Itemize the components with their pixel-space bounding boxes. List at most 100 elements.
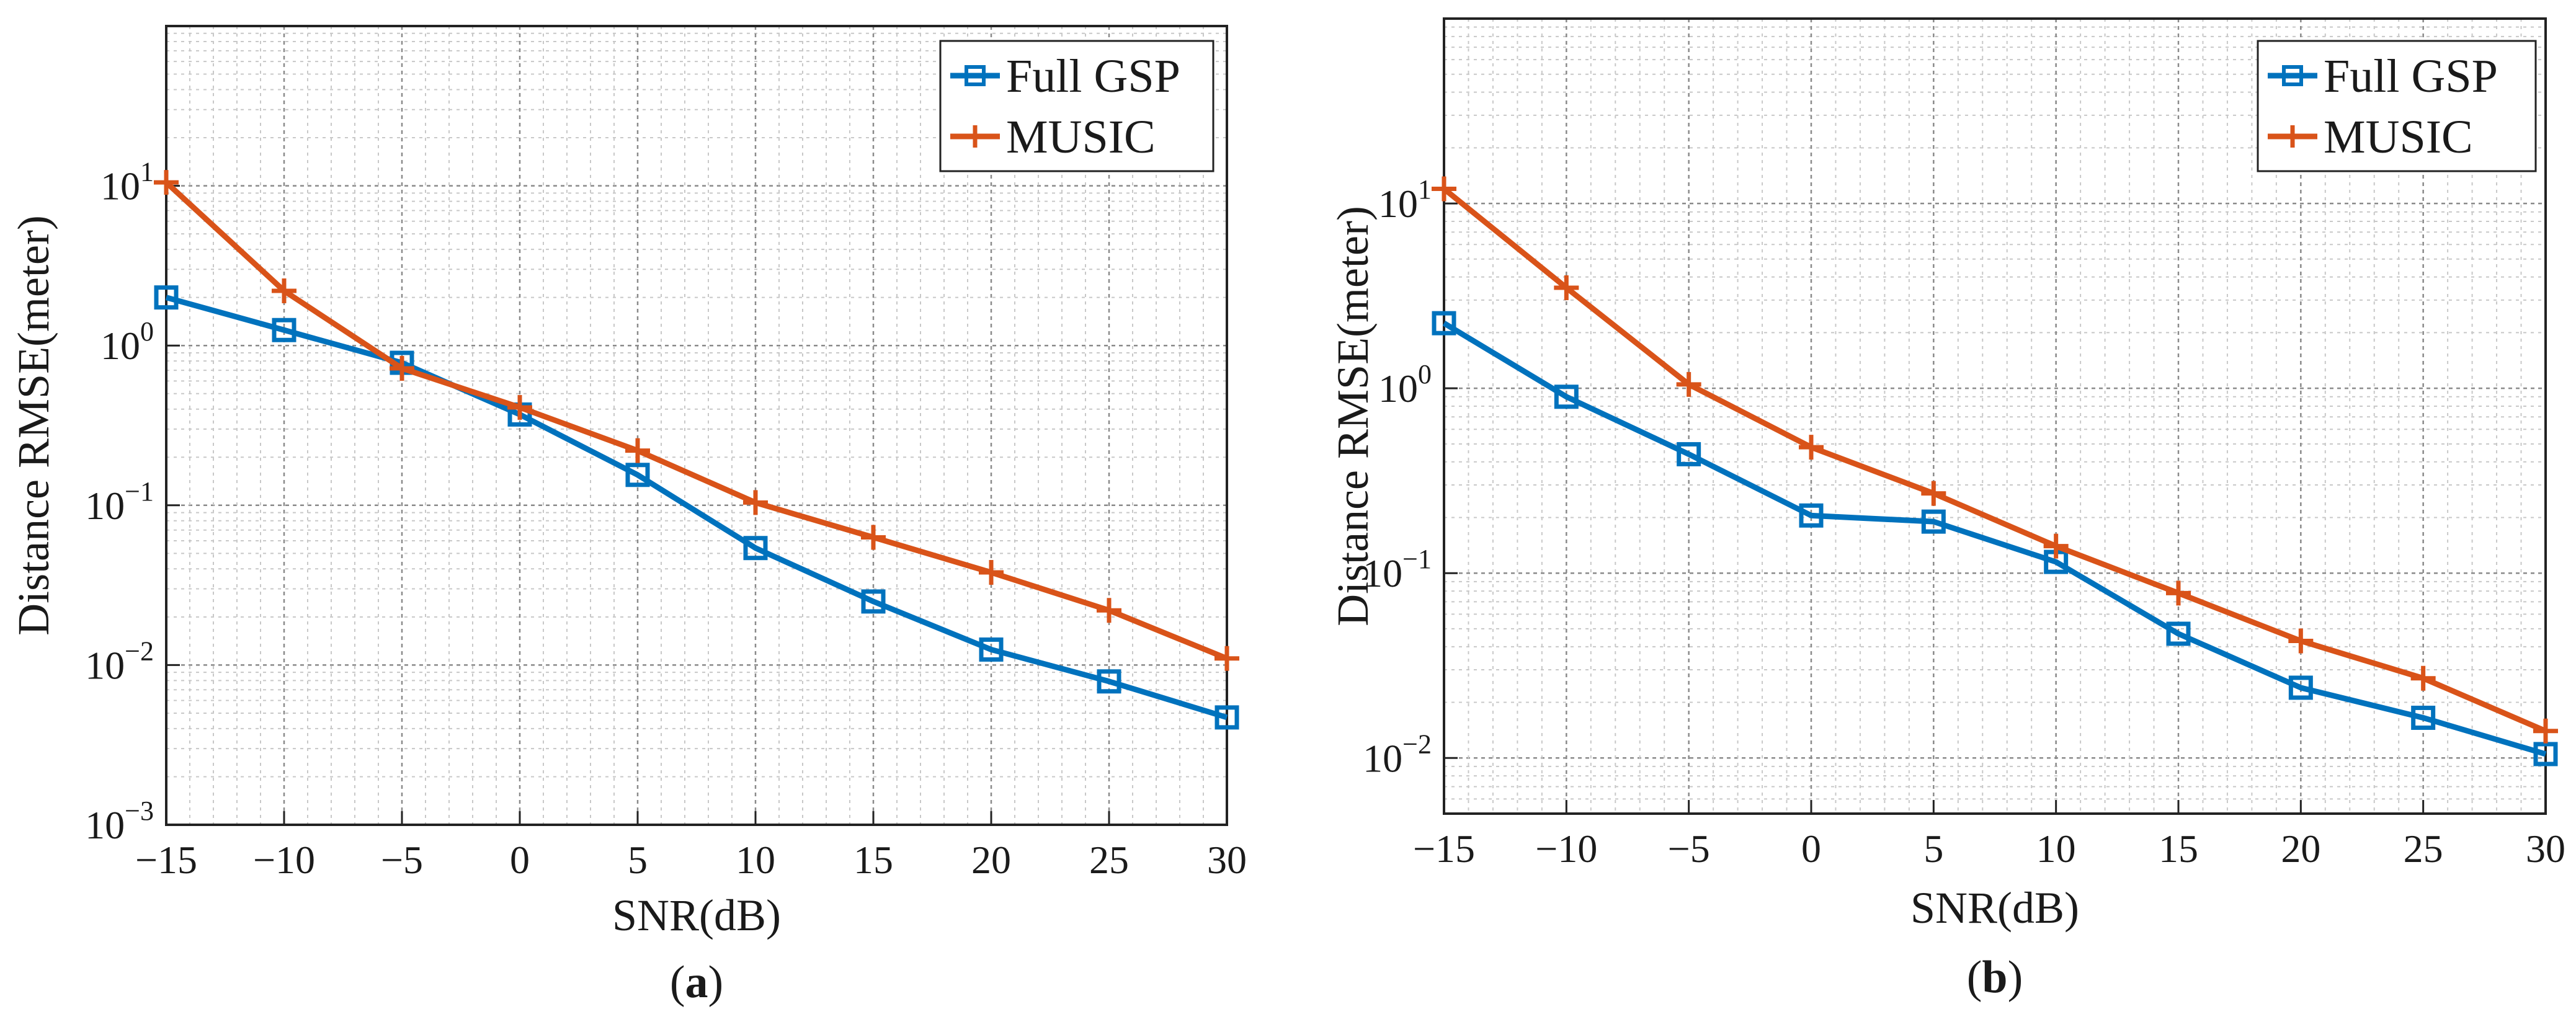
- legend-item: MUSIC: [2268, 111, 2473, 163]
- y-tick-exponent: 1: [140, 157, 154, 187]
- x-tick-label: 30: [2526, 827, 2565, 871]
- y-tick-exponent: 0: [140, 316, 154, 347]
- data-point: [1097, 669, 1121, 694]
- data-point: [1432, 311, 1456, 335]
- data-point: [272, 318, 296, 342]
- data-point: [154, 170, 179, 195]
- y-tick-base: 10: [85, 484, 125, 528]
- x-tick-label: −15: [1413, 827, 1475, 871]
- panel-label: (b): [1967, 952, 2023, 1003]
- data-point: [507, 394, 532, 420]
- data-point: [2533, 718, 2558, 744]
- data-point: [2288, 628, 2314, 654]
- data-point: [979, 637, 1004, 662]
- x-tick-label: 0: [510, 838, 530, 882]
- x-tick-label: −5: [381, 838, 423, 882]
- panel-label: (a): [670, 957, 723, 1008]
- y-tick-label: 100: [1378, 359, 1432, 411]
- data-point: [2288, 675, 2313, 700]
- x-axis: −15 −10 −5 0 5 10 15 20 25 30: [1413, 800, 2565, 871]
- data-point: [1676, 371, 1701, 397]
- plot-frame: [165, 25, 1228, 826]
- plot-frame: [1443, 17, 2547, 815]
- data-point: [1554, 275, 1579, 300]
- x-tick-label: −10: [253, 838, 315, 882]
- y-tick-base: 10: [1363, 551, 1402, 595]
- series-full-gsp: [154, 285, 1239, 730]
- x-tick-label: 20: [2281, 827, 2320, 871]
- data-point: [2410, 665, 2436, 691]
- data-point: [2166, 580, 2191, 606]
- data-point: [2043, 533, 2069, 559]
- x-tick-label: 30: [1207, 838, 1247, 882]
- x-tick-label: 15: [853, 838, 893, 882]
- x-axis: −15 −10 −5 0 5 10 15 20 25 30: [135, 811, 1247, 882]
- y-tick-exponent: −3: [125, 796, 154, 826]
- legend-marker: [2281, 125, 2304, 148]
- panel-label-close: ): [708, 957, 724, 1008]
- y-tick-base: 10: [85, 803, 125, 847]
- legend-marker: [965, 65, 986, 86]
- y-tick-base: 10: [1378, 182, 1418, 226]
- data-point: [1432, 176, 1456, 202]
- data-point: [154, 285, 179, 310]
- panel-label-open: (: [670, 957, 685, 1008]
- legend-box: [2257, 40, 2537, 172]
- x-tick-label: −10: [1535, 827, 1597, 871]
- x-axis-label: SNR(dB): [1910, 883, 2079, 933]
- y-tick-exponent: 0: [1418, 359, 1432, 389]
- panel-label-letter: b: [1982, 952, 2007, 1003]
- data-point: [390, 355, 414, 381]
- y-tick-base: 10: [1363, 736, 1402, 780]
- data-point: [1677, 442, 1701, 466]
- x-axis-label: SNR(dB): [612, 891, 781, 940]
- series-music: [1432, 176, 2558, 744]
- y-tick-exponent: 1: [1418, 174, 1432, 205]
- series-full-gsp: [1432, 311, 2558, 766]
- data-point: [1214, 705, 1239, 730]
- data-point: [2166, 621, 2191, 646]
- legend-label: MUSIC: [1006, 111, 1156, 163]
- chart-panel-b: −15 −10 −5 0 5 10 15 20 25 3010−210−1100101SNR(dB…: [1328, 17, 2565, 1003]
- legend: Full GSP MUSIC: [939, 40, 1214, 172]
- y-axis-label: Distance RMSE(meter): [9, 215, 58, 636]
- legend: Full GSP MUSIC: [2257, 40, 2537, 172]
- legend-marker: [2282, 65, 2303, 86]
- series-line: [164, 180, 1228, 661]
- legend-box: [939, 40, 1214, 172]
- y-tick-label: 10−1: [85, 476, 154, 528]
- series-line: [1442, 321, 2547, 757]
- x-tick-label: 15: [2159, 827, 2198, 871]
- data-point: [625, 463, 650, 487]
- legend-item: Full GSP: [2268, 50, 2498, 102]
- data-point: [1921, 509, 1946, 534]
- panel-label-open: (: [1967, 952, 1982, 1003]
- x-tick-label: 5: [1923, 827, 1943, 871]
- y-tick-label: 10−2: [1363, 729, 1432, 780]
- x-tick-label: −15: [135, 838, 197, 882]
- y-tick-label: 10−3: [85, 796, 154, 847]
- data-point: [2533, 742, 2558, 766]
- x-tick-label: 10: [736, 838, 775, 882]
- data-point: [2411, 705, 2436, 730]
- legend-label: Full GSP: [1006, 50, 1180, 102]
- x-tick-label: −5: [1668, 827, 1710, 871]
- series-line: [165, 295, 1228, 721]
- y-tick-label: 10−2: [85, 636, 154, 687]
- legend-label: MUSIC: [2324, 111, 2473, 163]
- legend-marker: [964, 125, 986, 148]
- panel-label-letter: a: [685, 957, 708, 1008]
- data-point: [1799, 503, 1824, 528]
- y-tick-base: 10: [100, 324, 140, 368]
- data-point: [625, 438, 650, 463]
- legend-label: Full GSP: [2324, 50, 2498, 102]
- y-tick-label: 101: [100, 157, 154, 208]
- data-point: [1554, 384, 1579, 409]
- y-tick-label: 10−1: [1363, 544, 1432, 595]
- y-tick-exponent: −1: [125, 476, 154, 507]
- data-point: [1799, 435, 1824, 460]
- y-tick-base: 10: [85, 643, 125, 687]
- x-tick-label: 0: [1801, 827, 1821, 871]
